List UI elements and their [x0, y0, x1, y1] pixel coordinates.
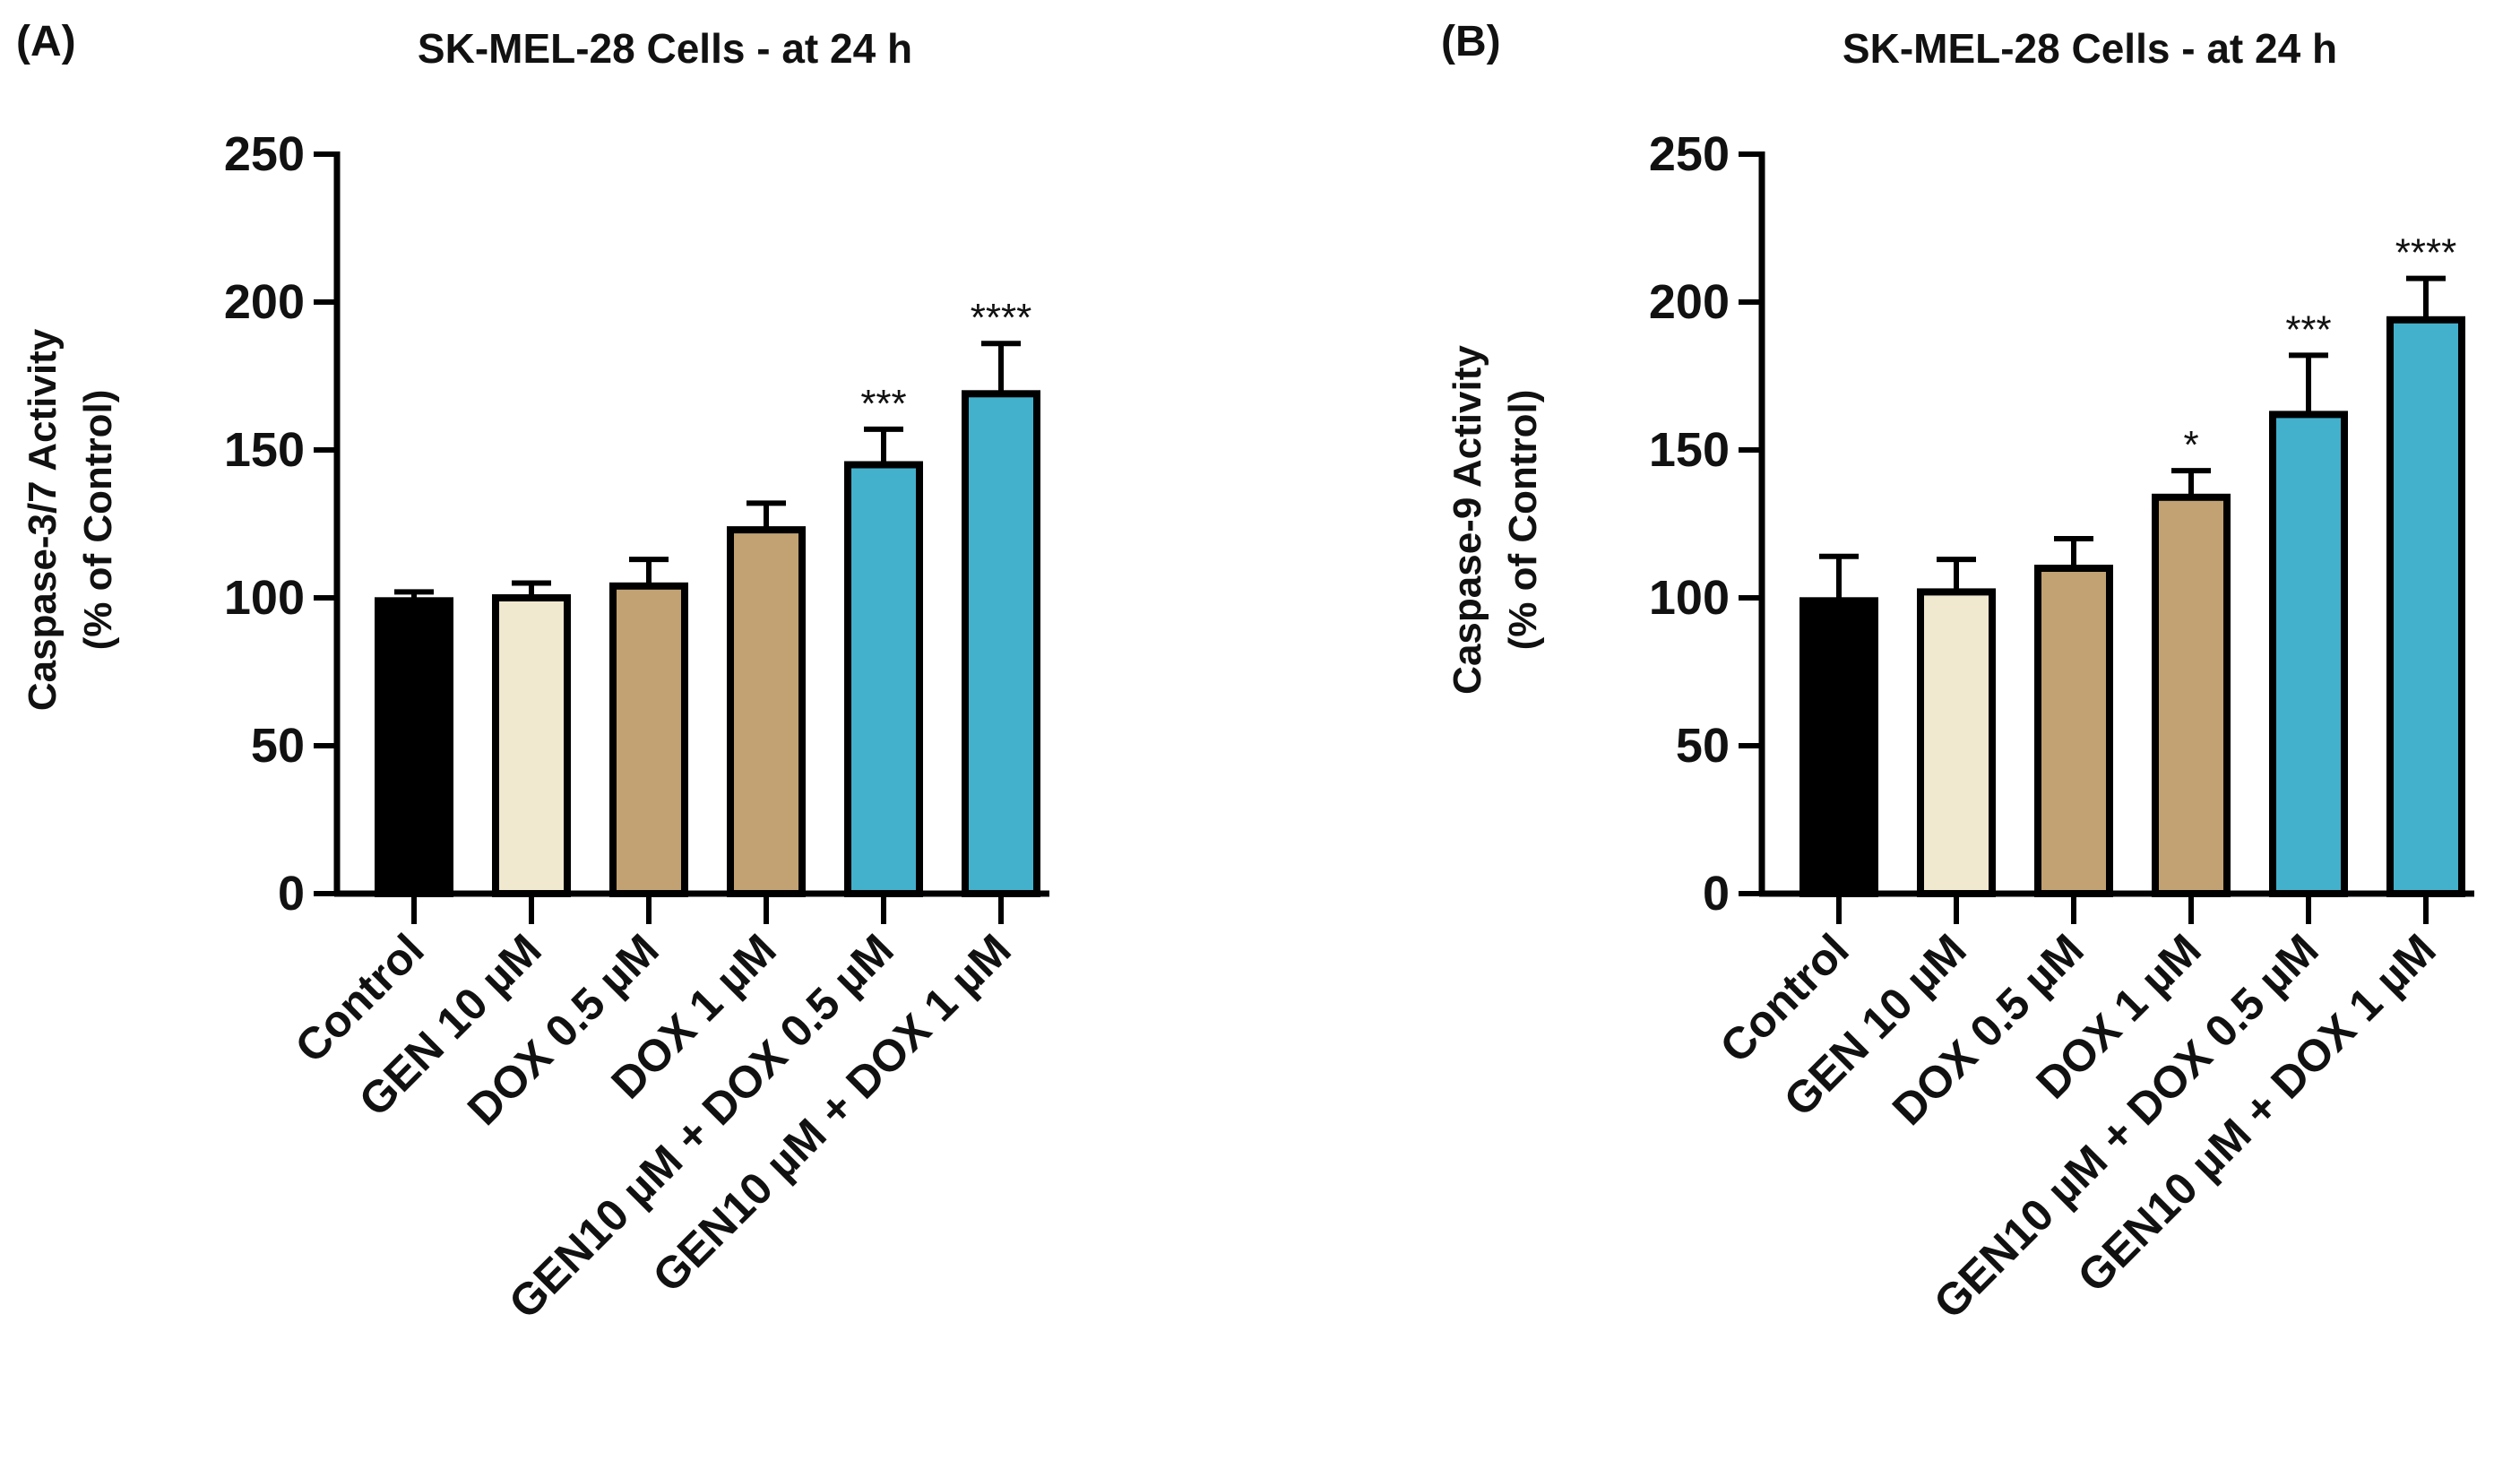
y-tick-label: 0	[278, 867, 305, 921]
panel-label: (A)	[16, 18, 76, 65]
bar-2	[492, 594, 571, 897]
y-tick-label: 150	[224, 423, 305, 477]
bar-1	[1799, 597, 1878, 897]
y-tick-label: 250	[224, 127, 305, 181]
bar-4	[727, 526, 806, 897]
bar-2	[1917, 588, 1996, 898]
y-tick-label: 150	[1649, 423, 1730, 477]
bar-4	[2152, 493, 2231, 897]
y-tick-label: 100	[1649, 571, 1730, 625]
y-tick-label: 50	[1676, 719, 1730, 773]
bar-3	[2034, 565, 2113, 897]
panel-a: (A) SK-MEL-28 Cells - at 24 h Caspase-3/…	[16, 18, 1049, 1328]
y-axis-label-line1: Caspase-9 Activity	[1446, 345, 1489, 695]
y-tick-label: 200	[224, 275, 305, 329]
bar-5	[2269, 411, 2348, 897]
y-tick-label: 200	[1649, 275, 1730, 329]
significance-label: ****	[2395, 231, 2457, 275]
bar-6	[962, 390, 1040, 897]
chart-title: SK-MEL-28 Cells - at 24 h	[1843, 25, 2337, 72]
bar-3	[609, 582, 688, 897]
significance-label: *	[2183, 423, 2198, 467]
chart-title: SK-MEL-28 Cells - at 24 h	[418, 25, 912, 72]
y-tick-label: 50	[251, 719, 305, 773]
panel-b: (B) SK-MEL-28 Cells - at 24 h Caspase-9 …	[1441, 18, 2474, 1328]
y-tick-label: 0	[1703, 867, 1730, 921]
bar-1	[375, 597, 453, 897]
significance-label: ***	[860, 382, 906, 426]
y-axis-label-line2: (% of Control)	[1501, 390, 1545, 651]
y-axis-label-line2: (% of Control)	[76, 390, 120, 651]
y-axis-label-line1: Caspase-3/7 Activity	[21, 328, 65, 711]
y-tick-label: 250	[1649, 127, 1730, 181]
bar-6	[2386, 316, 2465, 897]
bar-5	[844, 461, 923, 897]
y-tick-label: 100	[224, 571, 305, 625]
significance-label: ****	[971, 296, 1032, 340]
significance-label: ***	[2285, 307, 2331, 351]
panel-label: (B)	[1441, 18, 1501, 65]
